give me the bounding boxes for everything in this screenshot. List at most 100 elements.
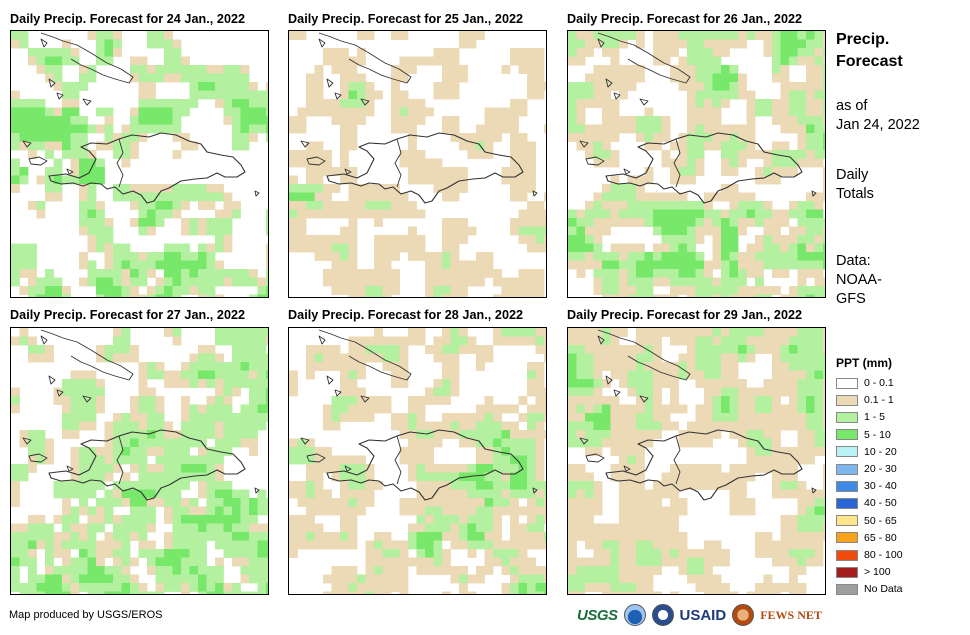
precip-cell [729,591,739,594]
precip-cell [755,107,764,117]
precip-cell [223,243,233,253]
precip-cell [585,370,594,380]
precip-cell [501,549,511,558]
coastline [318,38,326,48]
precip-cell [348,65,358,74]
precip-cell [687,243,696,253]
precip-cell [678,82,688,91]
precip-cell [374,243,383,253]
precip-cell [576,379,586,388]
precip-cell [11,464,20,473]
precip-cell [96,404,105,414]
precip-cell [806,209,815,219]
precip-cell [772,345,781,354]
precip-cell [365,566,375,575]
precip-cell [11,90,20,100]
precip-cell [104,574,114,584]
precip-cell [450,116,460,125]
coastline [597,329,691,381]
precip-cell [399,574,409,584]
precip-cell [755,294,764,297]
precip-cell [240,532,250,541]
precip-cell [763,260,773,270]
precip-cell [147,39,156,49]
precip-cell [442,167,451,176]
precip-cell [172,447,182,456]
precip-cell [266,532,268,541]
precip-cell [576,506,586,516]
precip-cell [459,294,468,297]
precip-cell [814,396,824,405]
totals-label: Totals [836,186,874,202]
precip-cell [535,523,545,533]
precip-cell [619,252,628,261]
precip-cell [314,175,324,185]
precip-cell [712,141,722,151]
precip-cell [45,591,54,594]
precip-cell [806,243,815,253]
precip-cell [823,90,825,100]
precip-cell [340,472,349,482]
precip-cell [535,421,545,431]
precip-cell [518,277,528,287]
precip-cell [636,498,645,507]
precip-cell [670,39,679,49]
precip-cell [382,574,392,584]
precip-cell [627,549,637,558]
precip-cell [806,252,815,261]
precip-cell [772,39,781,49]
precip-cell [763,252,773,261]
precip-cell [814,370,824,380]
precip-cell [365,90,375,100]
legend-item: 10 - 20 [836,444,897,460]
precip-cell [636,209,645,219]
precip-cell [306,540,315,550]
precip-cell [568,379,577,388]
precip-cell [789,235,798,244]
precip-cell [79,549,88,558]
precip-cell [450,286,460,295]
precip-cell [738,141,747,151]
precip-cell [467,39,477,49]
precip-cell [399,158,409,168]
precip-cell [576,252,586,261]
precip-cell [780,515,790,524]
precip-cell [357,396,366,405]
precip-cell [544,574,546,584]
precip-cell [249,107,258,117]
precip-cell [11,498,20,507]
precip-cell [797,116,807,125]
precip-cell [602,362,611,371]
precip-cell [240,438,250,448]
precip-cell [467,345,477,354]
precip-cell [627,277,637,287]
precip-cell [19,438,29,448]
precip-cell [763,150,773,159]
precip-cell [306,447,315,456]
precip-cell [28,549,37,558]
precip-cell [585,557,594,567]
precip-cell [198,455,207,465]
precip-cell [746,353,756,363]
precip-cell [442,472,451,482]
precip-cell [510,549,519,558]
precip-cell [450,226,460,236]
precip-cell [240,515,250,524]
precip-cell [442,549,451,558]
precip-cell [450,218,460,227]
precip-cell [789,353,798,363]
precip-cell [28,455,37,465]
precip-cell [206,192,216,202]
precip-cell [729,370,739,380]
precip-cell [544,226,546,236]
precip-cell [602,345,611,354]
precip-cell [661,252,671,261]
precip-cell [297,218,307,227]
precip-cell [62,48,71,57]
precip-cell [28,294,37,297]
precip-cell [70,574,80,584]
precip-cell [510,294,519,297]
precip-cell [442,192,451,202]
precip-cell [576,226,586,236]
precip-cell [442,336,451,346]
